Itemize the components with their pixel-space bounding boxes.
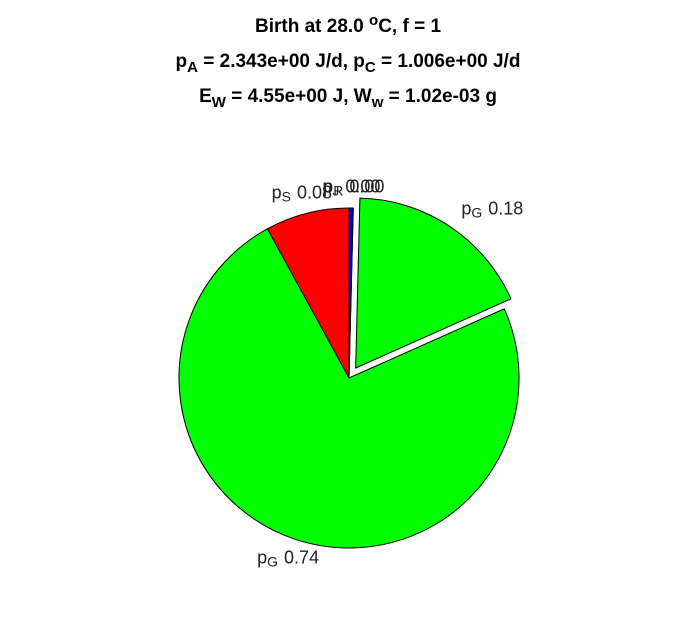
slice-label: pS 0.08 <box>272 182 332 204</box>
title-segment: = 2.343e+00 J/d, p <box>198 51 365 72</box>
pie-slice <box>348 207 354 379</box>
title-segment: W <box>212 94 227 111</box>
title-segment: o <box>369 12 378 29</box>
chart-title: Birth at 28.0 oC, f = 1 <box>255 12 441 37</box>
title-segment: C, f = 1 <box>378 16 441 37</box>
pie-slice <box>178 228 520 549</box>
slice-label-value: 0.00 <box>349 176 384 196</box>
title-segment: E <box>199 86 212 107</box>
chart-title: EW = 4.55e+00 J, Ww = 1.02e-03 g <box>199 86 497 111</box>
title-segment: Birth at 28.0 <box>255 16 369 37</box>
slice-label-name: p <box>323 176 333 196</box>
slice-label-name: p <box>272 182 282 202</box>
slice-label-value: 0.74 <box>284 547 319 567</box>
slice-label-name: p <box>322 176 332 196</box>
title-segment: C <box>365 59 376 76</box>
slice-label-value: 0.08 <box>297 182 332 202</box>
title-segment: p <box>176 51 188 72</box>
slice-label-sub: R <box>333 183 343 199</box>
title-segment: = 4.55e+00 J, W <box>226 86 372 107</box>
pie-slice <box>355 197 512 369</box>
title-segment: = 1.006e+00 J/d <box>376 51 521 72</box>
title-segment: w <box>371 94 384 111</box>
slice-label-value: 0.00 <box>345 176 380 196</box>
title-segment: = 1.02e-03 g <box>383 86 497 107</box>
slice-label-name: p <box>257 547 267 567</box>
slice-label: pG 0.74 <box>257 547 319 569</box>
slice-label-sub: J <box>332 183 339 199</box>
slice-label-sub: G <box>471 205 482 221</box>
slice-label-value: 0.18 <box>488 198 523 218</box>
slice-label: pJ 0.00 <box>322 176 380 198</box>
slice-label-sub: S <box>282 188 291 204</box>
title-segment: A <box>187 59 198 76</box>
slice-label-name: p <box>461 198 471 218</box>
slice-label: pG 0.18 <box>461 198 523 220</box>
slice-label-sub: G <box>267 553 278 569</box>
slice-label: pR 0.00 <box>323 176 384 198</box>
chart-title: pA = 2.343e+00 J/d, pC = 1.006e+00 J/d <box>176 51 521 76</box>
